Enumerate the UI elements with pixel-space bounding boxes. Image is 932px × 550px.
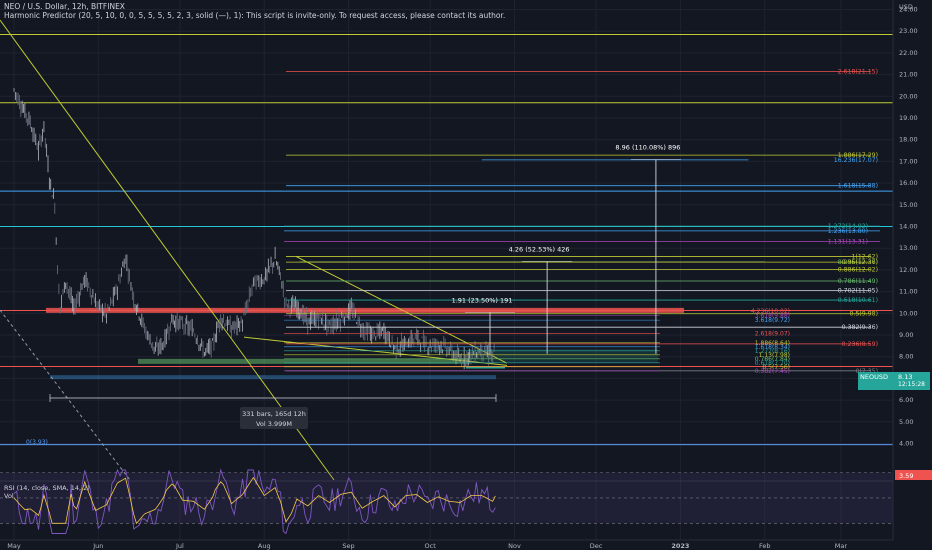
fib-overlap-label: 0.786(7.84) (755, 356, 790, 363)
symbol-price-tag: NEOUSD 8.13 12:15:28 (858, 372, 930, 390)
currency-label: USD (899, 3, 913, 11)
fib-level-label: 0.236(8.59) (842, 341, 878, 348)
bars-info-box (240, 407, 308, 429)
time-tick-label: Dec (590, 542, 603, 550)
measure-label: 4.26 (52.53%) 426 (509, 245, 570, 253)
measure-label: 8.96 (110.08%) 896 (615, 143, 680, 151)
bar-countdown: 12:15:28 (898, 381, 925, 388)
fib-level-label: 0.886(12.02) (838, 266, 878, 273)
price-tick-label: 4.00 (899, 440, 913, 448)
time-tick-label: May (7, 542, 21, 550)
price-tick-label: 16.00 (899, 179, 918, 187)
time-tick-label: 2023 (671, 542, 689, 550)
fib-overlap-label: 3.618(9.88) (755, 313, 790, 320)
fib-overlap-label: 1.618(8.34) (755, 344, 790, 351)
fib-overlap-label: 1.886(8.64) (755, 340, 790, 347)
fibonacci-levels: 2.618(21.15) 1.886(17.29)16.236(17.07) 1.6… (284, 68, 880, 375)
price-axis-background (893, 0, 932, 550)
fib-level-label: 0.95(12.36) (842, 259, 878, 266)
price-tick-label: 11.00 (899, 288, 918, 296)
chart-title: NEO / U.S. Dollar, 12h, BITFINEX (4, 2, 125, 11)
fib-extension-label: 1.236(13.80) (828, 228, 868, 235)
red-price-badge-text: 3.59 (899, 472, 913, 480)
price-tick-label: 12.00 (899, 266, 918, 274)
rsi-line (13, 468, 496, 535)
wedge-upper-line (295, 255, 508, 364)
time-tick-label: Jul (175, 542, 184, 550)
fib-level-label: 0.786(11.49) (838, 278, 878, 285)
left-level-label: 0(3.93) (26, 439, 48, 446)
fib-extension-label: 1.131(13.31) (828, 238, 868, 245)
time-axis: May Jun Jul Aug Sep Oct Nov Dec 2023 Feb Mar (0, 539, 893, 550)
fib-extension-label: 1.272(14.02) (828, 223, 868, 230)
red-price-badge (895, 470, 932, 480)
price-tick-label: 19.00 (899, 114, 918, 122)
downtrend-line (0, 19, 335, 481)
time-tick-label: Oct (425, 542, 437, 550)
fib-level-label: 0.702(11.05) (838, 288, 878, 295)
time-tick-label: Feb (759, 542, 771, 550)
time-tick-label: Sep (342, 542, 354, 550)
price-tick-label: 14.00 (899, 223, 918, 231)
fib-level-label: 1(12.62) (852, 253, 878, 260)
price-tick-label: 23.00 (899, 27, 918, 35)
price-tick-label: 21.00 (899, 71, 918, 79)
fib-overlap-label: 3.618(9.72) (755, 317, 790, 324)
price-candles (13, 88, 495, 370)
rsi-sma-line (13, 476, 496, 525)
time-tick-label: Nov (508, 542, 521, 550)
fib-overlap-label: 4.236(10.02) (751, 308, 790, 315)
price-tick-label: 15.00 (899, 201, 918, 209)
fib-overlap-label: 2.618(9.07) (755, 330, 790, 337)
price-tick-label: 8.00 (899, 353, 913, 361)
price-tick-label: 24.00 (899, 6, 918, 14)
fib-level-label: 0.382(9.36) (842, 324, 878, 331)
fib-level-label: 0.618(10.61) (838, 297, 878, 304)
fib-level-label: 0(7.35) (855, 368, 878, 375)
range-bar (50, 375, 496, 380)
time-tick-label: Aug (258, 542, 271, 550)
fib-overlap-label: 0.5(7.56) (762, 364, 790, 371)
price-tick-label: 6.00 (899, 396, 913, 404)
fib-overlap-label: 0.382(7.45) (755, 368, 790, 375)
price-tick-label: 10.00 (899, 309, 918, 317)
support-zone (138, 358, 470, 364)
pattern-zone (468, 349, 658, 364)
time-tick-label: Mar (835, 542, 848, 550)
fib-level-label: 16.236(17.07) (834, 157, 878, 164)
price-tick-label: 18.00 (899, 136, 918, 144)
price-tick-label: 22.00 (899, 49, 918, 57)
rsi-pane: RSI (14, close, SMA, 14, 2)Vol60.0040.00… (0, 468, 918, 540)
fib-level-label: 1.618(15.88) (838, 183, 878, 190)
price-tick-label: 9.00 (899, 331, 913, 339)
last-price: 8.13 (898, 373, 913, 381)
indicator-legend: Harmonic Predictor (20, 5, 10, 0, 0, 5, … (4, 11, 506, 20)
price-tick-label: 20.00 (899, 92, 918, 100)
fib-overlap-label: 0.618(7.70) (755, 360, 790, 367)
price-tick-label: 17.00 (899, 157, 918, 165)
price-tick-label: 13.00 (899, 244, 918, 252)
measure-label: 1.91 (23.50%) 191 (452, 296, 513, 304)
measure-tools: 1.91 (23.50%) 191 4.26 (52.53%) 426 8.96 (… (49, 143, 681, 429)
rsi-legend: RSI (14, close, SMA, 14, 2) (4, 484, 90, 492)
bars-info-line1: 331 bars, 165d 12h (242, 410, 306, 418)
fib-level-label: 2.618(21.15) (838, 68, 878, 75)
price-tick-label: 5.00 (899, 418, 913, 426)
fib-level-label: 0.5(9.98) (850, 311, 878, 318)
symbol-label: NEOUSD (860, 373, 888, 381)
bars-info-line2: Vol 3.999M (256, 420, 292, 428)
horizontal-levels: 0(3.93) (0, 33, 893, 446)
fib-overlap-label: 1.272(8.16) (755, 348, 790, 355)
fib-overlap-label: 1.13(7.98) (759, 352, 790, 359)
volume-legend: Vol (4, 492, 14, 500)
fib-level-label: 1.886(17.29) (838, 152, 878, 159)
time-tick-label: Jun (92, 542, 103, 550)
